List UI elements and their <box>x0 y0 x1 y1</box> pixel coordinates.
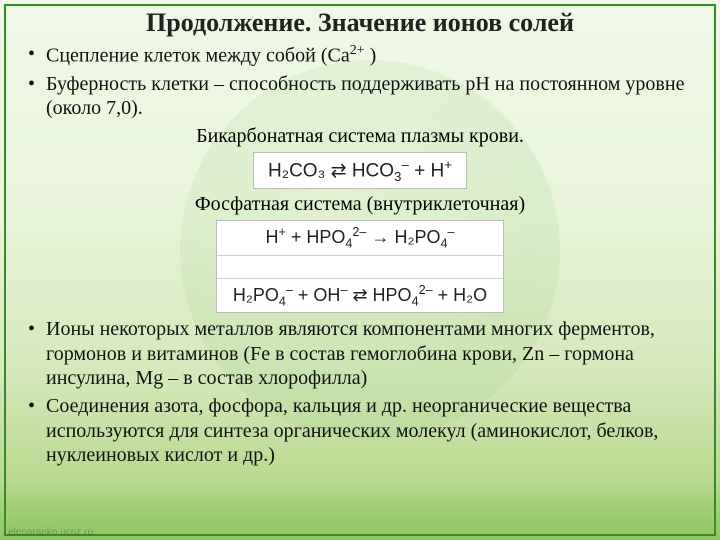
eq1-arrow: ⇄ <box>325 160 351 181</box>
eq1-r1-sup: – <box>401 157 408 172</box>
bullet-4: Соединения азота, фосфора, кальция и др.… <box>22 394 698 467</box>
eq3-r1sup: 2– <box>419 283 433 297</box>
bullet-list-2: Ионы некоторых металлов являются компоне… <box>22 317 698 467</box>
eq3-end: + H₂O <box>433 285 488 305</box>
bullet-1: Сцепление клеток между собой (Ca2+ ) <box>22 42 698 68</box>
equation-group-box: H+ + HPO42– → H₂PO4– H₂PO4– + OH– ⇄ HPO4… <box>22 220 698 313</box>
eq2-arrow: → <box>366 227 394 247</box>
equation-1-box: H₂CO₃ ⇄ HCO3– + H+ <box>22 152 698 189</box>
b1-sup: 2+ <box>350 43 365 58</box>
b1-post: ) <box>365 45 377 67</box>
eq2-h: H <box>266 227 279 247</box>
eq2-rsup: – <box>447 225 454 239</box>
bullet-3: Ионы некоторых металлов являются компоне… <box>22 317 698 390</box>
watermark: elenaranko.ucoz.ru <box>8 527 93 538</box>
eq3-lsup: – <box>286 283 293 297</box>
eq1-r1: HCO <box>352 160 394 181</box>
eq1-plus: + H <box>409 160 444 181</box>
eq2-hsup: + <box>279 225 286 239</box>
eq1-hsup: + <box>444 157 452 172</box>
equation-gap <box>217 255 503 279</box>
eq3-r1: HPO <box>373 285 412 305</box>
bullet-2: Буферность клетки – способность поддержи… <box>22 72 698 121</box>
eq2-sup2m: 2– <box>352 225 366 239</box>
eq2-r: H₂PO <box>394 227 440 247</box>
eq1-lhs: H₂CO₃ <box>268 160 325 181</box>
equation-3: H₂PO4– + OH– ⇄ HPO42– + H₂O <box>217 279 503 313</box>
equation-1: H₂CO₃ ⇄ HCO3– + H+ <box>253 152 467 189</box>
b1-pre: Сцепление клеток между собой (Ca <box>46 45 350 67</box>
equation-2: H+ + HPO42– → H₂PO4– <box>217 221 503 255</box>
page-title: Продолжение. Значение ионов солей <box>22 8 698 38</box>
eq3-plus: + OH <box>293 285 341 305</box>
bicarb-label: Бикарбонатная система плазмы крови. <box>22 125 698 148</box>
eq3-r1sub: 4 <box>412 294 419 308</box>
eq3-l: H₂PO <box>233 285 279 305</box>
equation-group: H+ + HPO42– → H₂PO4– H₂PO4– + OH– ⇄ HPO4… <box>216 220 504 313</box>
eq3-arrow: ⇄ <box>347 285 372 305</box>
phos-label: Фосфатная система (внутриклеточная) <box>22 193 698 216</box>
bullet-list: Сцепление клеток между собой (Ca2+ ) Буф… <box>22 42 698 121</box>
eq3-lsub: 4 <box>279 294 286 308</box>
eq2-plus1: + HPO <box>286 227 346 247</box>
